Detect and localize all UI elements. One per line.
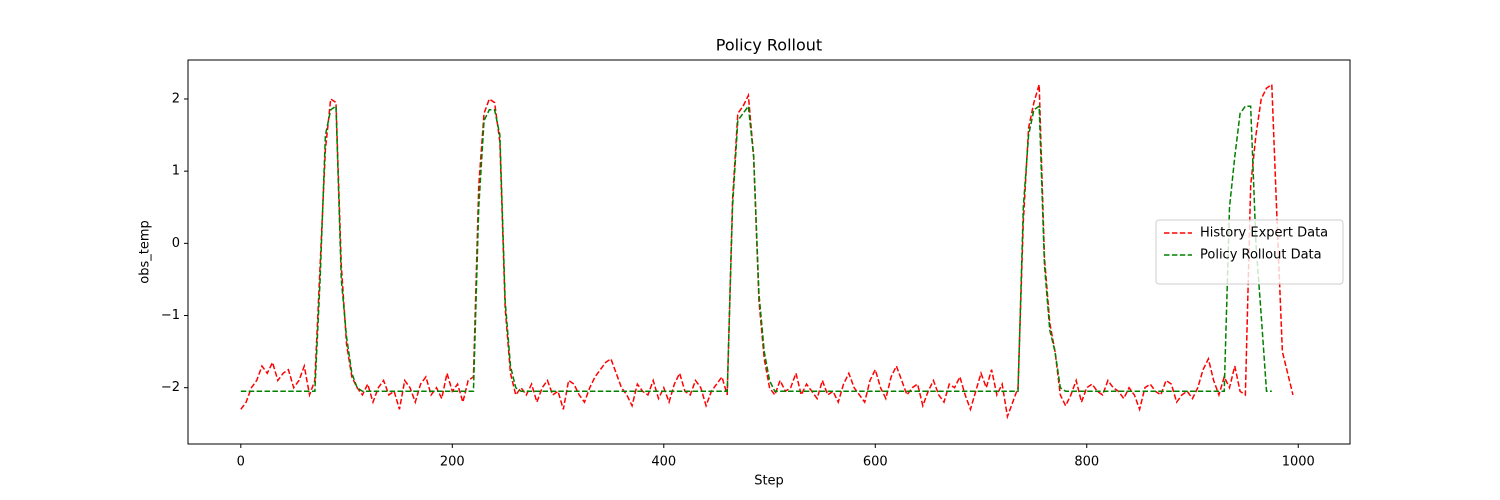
x-tick-label: 1000 [1282, 455, 1315, 470]
x-tick-label: 0 [237, 455, 245, 470]
y-tick-label: −1 [161, 308, 180, 323]
legend-box [1155, 219, 1344, 285]
y-tick-label: 1 [172, 164, 180, 179]
y-tick-label: 0 [172, 236, 180, 251]
plot-frame [187, 59, 1351, 445]
y-tick-label: 2 [172, 91, 180, 106]
y-tick-label: −2 [161, 380, 180, 395]
chart-title: Policy Rollout [716, 36, 822, 55]
legend-label: History Expert Data [1200, 226, 1328, 241]
x-tick-label: 800 [1074, 455, 1099, 470]
legend-label: Policy Rollout Data [1200, 248, 1322, 263]
x-tick-label: 600 [863, 455, 888, 470]
x-tick-label: 400 [651, 455, 676, 470]
series-line [240, 83, 1294, 420]
x-axis-label: Step [754, 474, 784, 489]
x-tick-label: 200 [440, 455, 465, 470]
y-axis-label: obs_temp [138, 220, 153, 284]
series-line [240, 104, 1272, 393]
